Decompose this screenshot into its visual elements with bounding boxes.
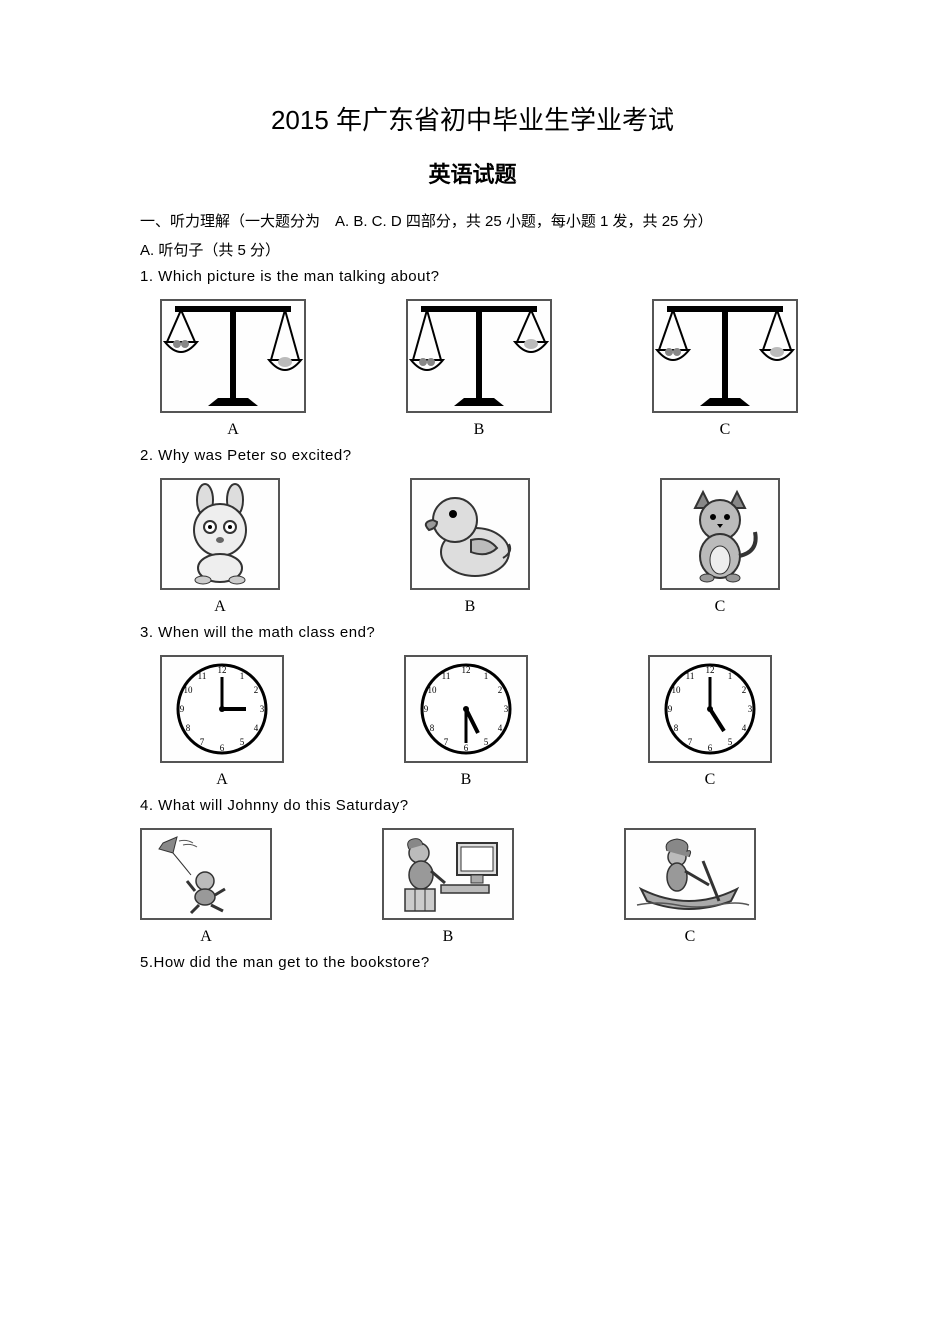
svg-text:9: 9 <box>424 704 429 714</box>
choice-label: A <box>227 421 239 439</box>
svg-text:8: 8 <box>186 723 191 733</box>
question-2-text: 2. Why was Peter so excited? <box>140 447 805 464</box>
svg-text:3: 3 <box>748 704 753 714</box>
clock-icon: 1212 345 678 91011 <box>652 659 768 759</box>
choice-label: B <box>461 771 472 789</box>
choice-q3-b-figure: 1212 345 678 91011 <box>404 655 528 763</box>
section-intro: 一、听力理解（一大题分为 A. B. C. D 四部分，共 25 小题，每小题 … <box>140 209 805 235</box>
choice-label: B <box>465 598 476 616</box>
svg-text:11: 11 <box>686 671 695 681</box>
choice-label: A <box>216 771 228 789</box>
choice-q1-c-figure <box>652 299 798 413</box>
svg-text:4: 4 <box>742 723 747 733</box>
choice-q2-b: B <box>410 478 530 616</box>
svg-text:7: 7 <box>444 737 449 747</box>
svg-text:2: 2 <box>742 685 747 695</box>
choice-label: A <box>200 928 212 946</box>
question-5-text: 5.How did the man get to the bookstore? <box>140 954 805 971</box>
svg-text:12: 12 <box>706 665 715 675</box>
svg-text:12: 12 <box>218 665 227 675</box>
choice-q1-b-figure <box>406 299 552 413</box>
svg-text:6: 6 <box>220 743 225 753</box>
question-2-choices: A B <box>140 478 805 616</box>
choice-q4-b: B <box>382 828 514 946</box>
duck-icon <box>415 482 525 586</box>
svg-text:8: 8 <box>430 723 435 733</box>
choice-q1-c: C <box>652 299 798 439</box>
boat-rowing-icon <box>627 831 753 917</box>
choice-q1-b: B <box>406 299 552 439</box>
svg-text:11: 11 <box>198 671 207 681</box>
choice-label: B <box>474 421 485 439</box>
choice-q2-b-figure <box>410 478 530 590</box>
svg-text:6: 6 <box>708 743 713 753</box>
choice-q4-a-figure <box>140 828 272 920</box>
computer-typing-icon <box>385 831 511 917</box>
question-3-choices: 1212 345 678 91011 A 1212 345 678 91011 <box>140 655 805 789</box>
svg-text:1: 1 <box>484 671 489 681</box>
svg-text:10: 10 <box>184 685 194 695</box>
choice-label: A <box>214 598 226 616</box>
svg-text:6: 6 <box>464 743 469 753</box>
choice-label: B <box>443 928 454 946</box>
choice-q2-c-figure <box>660 478 780 590</box>
svg-text:3: 3 <box>260 704 265 714</box>
choice-q4-c: C <box>624 828 756 946</box>
svg-text:10: 10 <box>672 685 682 695</box>
choice-q4-a: A <box>140 828 272 946</box>
choice-label: C <box>720 421 731 439</box>
choice-q2-a-figure <box>160 478 280 590</box>
svg-text:5: 5 <box>240 737 245 747</box>
question-1-choices: A B <box>140 299 805 439</box>
question-4-choices: A B <box>140 828 805 946</box>
svg-text:9: 9 <box>180 704 185 714</box>
kite-flying-icon <box>143 831 269 917</box>
svg-text:5: 5 <box>484 737 489 747</box>
choice-q3-c: 1212 345 678 91011 C <box>648 655 772 789</box>
svg-text:4: 4 <box>254 723 259 733</box>
choice-q4-c-figure <box>624 828 756 920</box>
svg-text:2: 2 <box>498 685 503 695</box>
choice-q1-a-figure <box>160 299 306 413</box>
svg-text:2: 2 <box>254 685 259 695</box>
choice-label: C <box>715 598 726 616</box>
rabbit-icon <box>165 482 275 586</box>
balance-scale-icon <box>163 302 303 410</box>
question-3-text: 3. When will the math class end? <box>140 624 805 641</box>
question-1-text: 1. Which picture is the man talking abou… <box>140 268 805 285</box>
choice-q3-b: 1212 345 678 91011 B <box>404 655 528 789</box>
choice-q3-a-figure: 1212 345 678 91011 <box>160 655 284 763</box>
choice-q2-a: A <box>160 478 280 616</box>
clock-icon: 1212 345 678 91011 <box>164 659 280 759</box>
exam-subtitle: 英语试题 <box>140 157 805 189</box>
choice-q3-c-figure: 1212 345 678 91011 <box>648 655 772 763</box>
balance-scale-icon <box>655 302 795 410</box>
choice-q1-a: A <box>160 299 306 439</box>
choice-q3-a: 1212 345 678 91011 A <box>160 655 284 789</box>
svg-text:7: 7 <box>688 737 693 747</box>
svg-text:9: 9 <box>668 704 673 714</box>
svg-text:4: 4 <box>498 723 503 733</box>
question-4-text: 4. What will Johnny do this Saturday? <box>140 797 805 814</box>
choice-label: C <box>705 771 716 789</box>
svg-text:5: 5 <box>728 737 733 747</box>
subsection-a: A. 听句子（共 5 分） <box>140 239 805 260</box>
svg-text:8: 8 <box>674 723 679 733</box>
balance-scale-icon <box>409 302 549 410</box>
svg-text:1: 1 <box>240 671 245 681</box>
choice-q4-b-figure <box>382 828 514 920</box>
cat-icon <box>665 482 775 586</box>
svg-text:3: 3 <box>504 704 509 714</box>
choice-label: C <box>685 928 696 946</box>
svg-text:10: 10 <box>428 685 438 695</box>
exam-title: 2015 年广东省初中毕业生学业考试 <box>140 100 805 137</box>
svg-text:1: 1 <box>728 671 733 681</box>
clock-icon: 1212 345 678 91011 <box>408 659 524 759</box>
svg-text:7: 7 <box>200 737 205 747</box>
choice-q2-c: C <box>660 478 780 616</box>
svg-text:12: 12 <box>462 665 471 675</box>
svg-text:11: 11 <box>442 671 451 681</box>
